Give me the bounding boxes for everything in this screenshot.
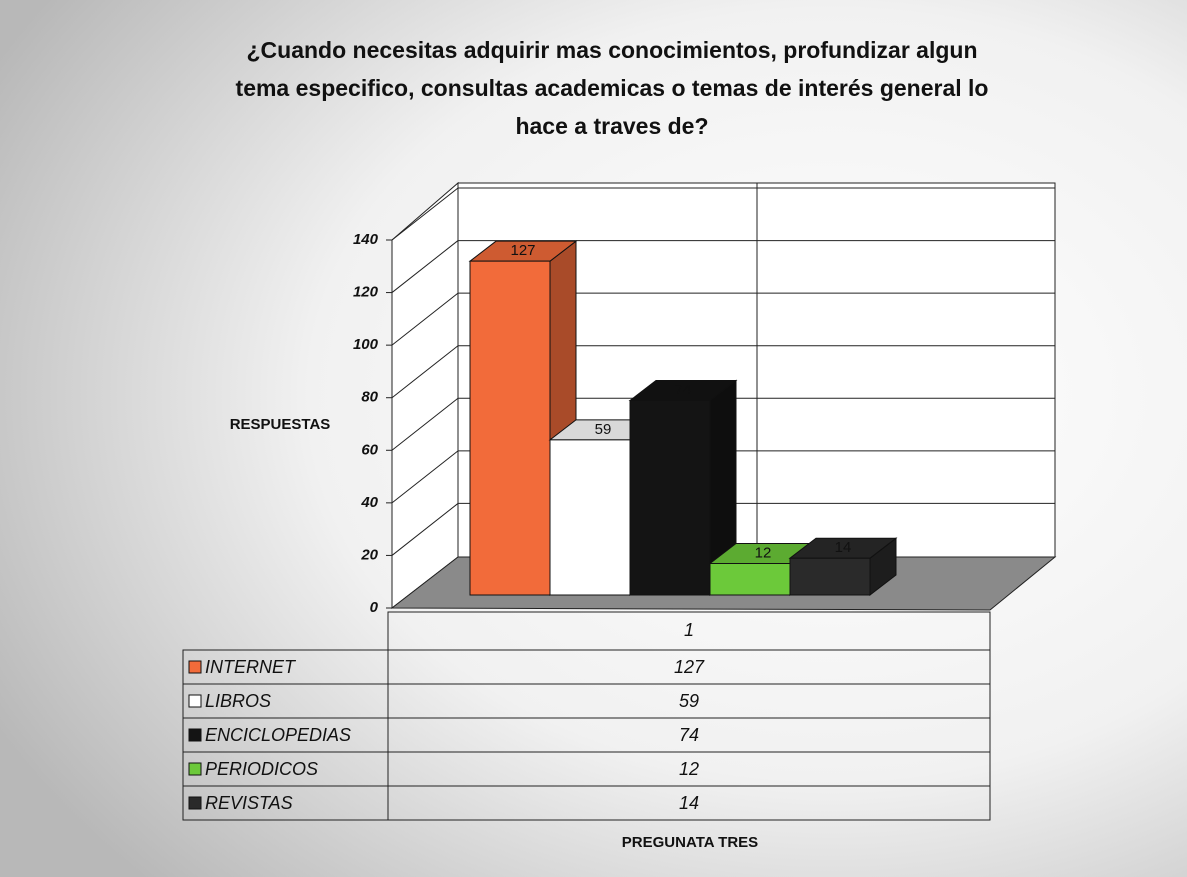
legend-key [188, 796, 202, 810]
grid-line [391, 503, 459, 556]
legend-label: LIBROS [205, 691, 271, 711]
bar [788, 537, 898, 597]
bar-front [469, 260, 551, 596]
grid-line [391, 240, 459, 293]
y-tick-label: 0 [370, 599, 379, 616]
data-label: 59 [595, 421, 612, 438]
legend-key [188, 694, 202, 708]
bar [468, 240, 578, 597]
data-label: 74 [675, 381, 692, 398]
y-tick-label: 120 [353, 284, 379, 301]
y-tick-label: 140 [353, 231, 379, 248]
y-axis-label: RESPUESTAS [230, 416, 331, 433]
category-label: 1 [684, 620, 694, 640]
x-axis-label: PREGUNATA TRES [622, 834, 758, 851]
grid-line [391, 397, 459, 451]
table-value: 127 [674, 657, 705, 677]
side-wall [391, 181, 459, 610]
data-label: 127 [510, 242, 535, 259]
table-value: 12 [679, 759, 699, 779]
chart-title: ¿Cuando necesitas adquirir mas conocimie… [246, 37, 977, 63]
grid-line [391, 345, 459, 399]
legend-label: REVISTAS [205, 793, 293, 813]
bar-front [549, 439, 631, 596]
data-label: 12 [755, 544, 772, 561]
y-tick-label: 20 [360, 546, 378, 563]
table-value: 59 [679, 691, 699, 711]
y-tick-label: 80 [361, 389, 378, 406]
legend-label: PERIODICOS [205, 759, 318, 779]
chart-title: tema especifico, consultas academicas o … [236, 75, 989, 101]
legend-key [188, 728, 202, 742]
legend-label: ENCICLOPEDIAS [205, 725, 351, 745]
y-tick-label: 60 [361, 441, 378, 458]
y-tick-label: 100 [353, 336, 379, 353]
bar-front [709, 562, 791, 596]
table-value: 74 [679, 725, 699, 745]
legend-key [188, 660, 202, 674]
bar-front [629, 399, 711, 596]
data-label: 14 [835, 539, 852, 556]
legend-label: INTERNET [205, 657, 297, 677]
bar-front [789, 557, 871, 596]
grid-line [391, 292, 459, 346]
bar [628, 379, 738, 597]
grid-line [391, 450, 459, 504]
table-value: 14 [679, 793, 699, 813]
chart-title: hace a traves de? [515, 113, 708, 139]
grid-line [391, 187, 459, 241]
legend-key [188, 762, 202, 776]
y-tick-label: 40 [360, 494, 378, 511]
